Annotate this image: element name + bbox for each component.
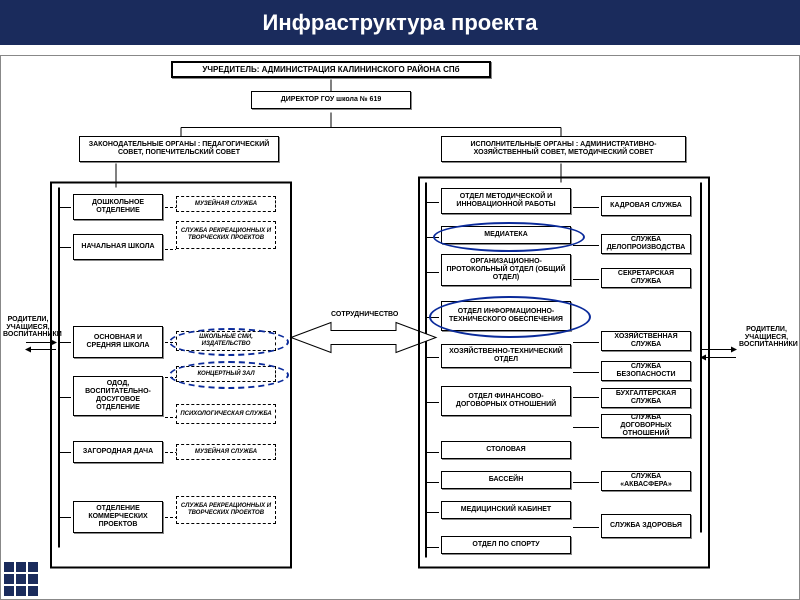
node-museum-service-2: МУЗЕЙНАЯ СЛУЖБА: [176, 444, 276, 460]
node-buh-service: БУХГАЛТЕРСКАЯ СЛУЖБА: [601, 388, 691, 408]
node-preschool: ДОШКОЛЬНОЕ ОТДЕЛЕНИЕ: [73, 194, 163, 220]
node-secretary-service: СЕКРЕТАРСКАЯ СЛУЖБА: [601, 268, 691, 288]
node-commerce: ОТДЕЛЕНИЕ КОММЕРЧЕСКИХ ПРОЕКТОВ: [73, 501, 163, 533]
node-concert-hall: КОНЦЕРТНЫЙ ЗАЛ: [176, 366, 276, 382]
node-recreation-service-2: СЛУЖБА РЕКРЕАЦИОННЫХ И ТВОРЧЕСКИХ ПРОЕКТ…: [176, 496, 276, 524]
node-legislative: ЗАКОНОДАТЕЛЬНЫЕ ОРГАНЫ : ПЕДАГОГИЧЕСКИЙ …: [79, 136, 279, 162]
node-sport: ОТДЕЛ ПО СПОРТУ: [441, 536, 571, 554]
node-health-service: СЛУЖБА ЗДОРОВЬЯ: [601, 514, 691, 538]
node-med: МЕДИЦИНСКИЙ КАБИНЕТ: [441, 501, 571, 519]
node-pool: БАССЕЙН: [441, 471, 571, 489]
node-psych-service: ПСИХОЛОГИЧЕСКАЯ СЛУЖБА: [176, 404, 276, 424]
node-canteen: СТОЛОВАЯ: [441, 441, 571, 459]
node-primary: НАЧАЛЬНАЯ ШКОЛА: [73, 234, 163, 260]
label-parents-right: РОДИТЕЛИ, УЧАЩИЕСЯ, ВОСПИТАННИКИ: [739, 326, 794, 349]
node-hoz-service: ХОЗЯЙСТВЕННАЯ СЛУЖБА: [601, 331, 691, 351]
page-title: Инфраструктура проекта: [0, 0, 800, 45]
node-it-dept: ОТДЕЛ ИНФОРМАЦИОННО-ТЕХНИЧЕСКОГО ОБЕСПЕЧ…: [441, 301, 571, 331]
node-school-media: ШКОЛЬНЫЕ СМИ, ИЗДАТЕЛЬСТВО: [176, 331, 276, 351]
node-museum-service: МУЗЕЙНАЯ СЛУЖБА: [176, 196, 276, 212]
label-parents-left: РОДИТЕЛИ, УЧАЩИЕСЯ, ВОСПИТАННИКИ: [3, 316, 53, 339]
org-chart-diagram: УЧРЕДИТЕЛЬ: АДМИНИСТРАЦИЯ КАЛИНИНСКОГО Р…: [0, 55, 800, 600]
node-director: ДИРЕКТОР ГОУ школа № 619: [251, 91, 411, 109]
label-cooperation: СОТРУДНИЧЕСТВО: [331, 311, 398, 318]
node-main-school: ОСНОВНАЯ И СРЕДНЯЯ ШКОЛА: [73, 326, 163, 358]
node-dacha: ЗАГОРОДНАЯ ДАЧА: [73, 441, 163, 463]
node-dogovor-service: СЛУЖБА ДОГОВОРНЫХ ОТНОШЕНИЙ: [601, 414, 691, 438]
node-hoztech-dept: ХОЗЯЙСТВЕННО-ТЕХНИЧЕСКИЙ ОТДЕЛ: [441, 344, 571, 368]
node-executive: ИСПОЛНИТЕЛЬНЫЕ ОРГАНЫ : АДМИНИСТРАТИВНО-…: [441, 136, 686, 162]
node-delopro-service: СЛУЖБА ДЕЛОПРОИЗВОДСТВА: [601, 234, 691, 254]
node-founder: УЧРЕДИТЕЛЬ: АДМИНИСТРАЦИЯ КАЛИНИНСКОГО Р…: [171, 61, 491, 78]
node-org-dept: ОРГАНИЗАЦИОННО-ПРОТОКОЛЬНЫЙ ОТДЕЛ (ОБЩИЙ…: [441, 254, 571, 286]
node-mediateka: МЕДИАТЕКА: [441, 226, 571, 244]
node-odod: ОДОД, ВОСПИТАТЕЛЬНО-ДОСУГОВОЕ ОТДЕЛЕНИЕ: [73, 376, 163, 416]
node-security-service: СЛУЖБА БЕЗОПАСНОСТИ: [601, 361, 691, 381]
node-aqua-service: СЛУЖБА «АКВАСФЕРА»: [601, 471, 691, 491]
node-method-dept: ОТДЕЛ МЕТОДИЧЕСКОЙ И ИННОВАЦИОННОЙ РАБОТ…: [441, 188, 571, 214]
node-finance-dept: ОТДЕЛ ФИНАНСОВО-ДОГОВОРНЫХ ОТНОШЕНИЙ: [441, 386, 571, 416]
node-hr-service: КАДРОВАЯ СЛУЖБА: [601, 196, 691, 216]
node-recreation-service: СЛУЖБА РЕКРЕАЦИОННЫХ И ТВОРЧЕСКИХ ПРОЕКТ…: [176, 221, 276, 249]
